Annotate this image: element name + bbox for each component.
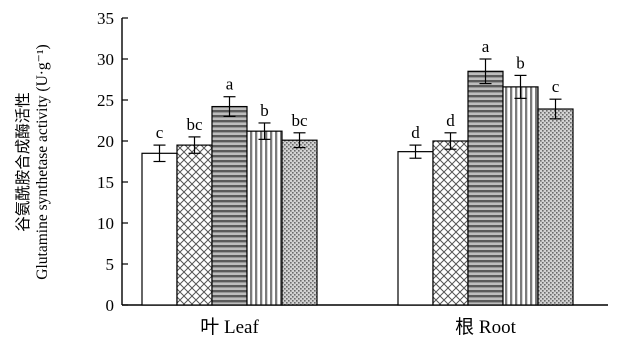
y-tick-label: 10 (97, 214, 114, 233)
bar (246, 130, 283, 306)
y-tick-label: 5 (106, 255, 115, 274)
bar (397, 151, 434, 306)
bar (281, 139, 318, 306)
bar (176, 144, 213, 306)
y-tick-label: 30 (97, 50, 114, 69)
bar (537, 108, 574, 306)
significance-letter: b (260, 101, 269, 120)
y-tick-label: 20 (97, 132, 114, 151)
bar (502, 86, 539, 306)
x-category-label: 根 Root (455, 316, 516, 338)
bars (141, 58, 574, 306)
significance-letter: d (446, 111, 455, 130)
bar (432, 140, 469, 306)
significance-letter: bc (291, 111, 308, 130)
significance-letter: c (156, 123, 164, 142)
y-axis-title: 谷氨酰胺合成酶活性 Glutamine synthetase activity … (14, 44, 51, 279)
bar (467, 70, 504, 306)
bar (211, 105, 248, 306)
significance-letter: bc (186, 115, 203, 134)
y-axis-title-line1: 谷氨酰胺合成酶活性 (14, 92, 32, 232)
significance-letter: b (516, 53, 525, 72)
bar (141, 152, 178, 306)
significance-letter: a (226, 75, 234, 94)
y-tick-label: 0 (106, 296, 115, 315)
y-axis-title-line2: Glutamine synthetase activity (U·g⁻¹) (34, 44, 51, 279)
y-tick-label: 15 (97, 173, 114, 192)
significance-letter: a (482, 37, 490, 56)
y-tick-label: 35 (97, 9, 114, 28)
significance-letter: c (552, 77, 560, 96)
significance-letter: d (411, 123, 420, 142)
y-tick-label: 25 (97, 91, 114, 110)
x-category-label: 叶 Leaf (200, 316, 259, 338)
